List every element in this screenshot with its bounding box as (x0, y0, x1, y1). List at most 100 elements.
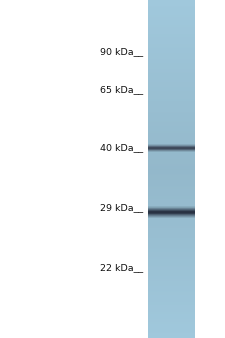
Bar (148, 118, 195, 119)
Bar (148, 38, 195, 40)
Bar (148, 128, 195, 129)
Bar (148, 259, 195, 260)
Bar (148, 170, 195, 171)
Bar (148, 90, 195, 91)
Bar (148, 65, 195, 67)
Bar (148, 256, 195, 257)
Bar (148, 129, 195, 131)
Bar (148, 31, 195, 33)
Bar (148, 91, 195, 92)
Bar (148, 53, 195, 54)
Bar (148, 194, 195, 195)
Bar (148, 10, 195, 11)
Bar (148, 81, 195, 82)
Bar (148, 254, 195, 255)
Bar (148, 305, 195, 307)
Bar (148, 287, 195, 288)
Bar (148, 179, 195, 180)
Bar (148, 161, 195, 162)
Bar (148, 82, 195, 83)
Bar (148, 238, 195, 239)
Bar (148, 7, 195, 8)
Bar (148, 252, 195, 254)
Bar (148, 29, 195, 30)
Bar (148, 221, 195, 222)
Bar (148, 127, 195, 128)
Bar (148, 281, 195, 282)
Bar (148, 237, 195, 238)
Bar (148, 104, 195, 105)
Bar (148, 265, 195, 266)
Bar (148, 68, 195, 69)
Bar (148, 148, 195, 149)
Bar (148, 195, 195, 196)
Bar (148, 193, 195, 194)
Bar (148, 251, 195, 252)
Bar (148, 171, 195, 172)
Bar (148, 329, 195, 330)
Bar (148, 240, 195, 241)
Bar (148, 77, 195, 78)
Bar (148, 144, 195, 145)
Bar (148, 321, 195, 322)
Bar (148, 271, 195, 273)
Bar (148, 312, 195, 313)
Bar (148, 4, 195, 6)
Bar (148, 9, 195, 10)
Bar (148, 122, 195, 123)
Bar (148, 241, 195, 242)
Bar (148, 263, 195, 264)
Bar (148, 260, 195, 261)
Bar (148, 34, 195, 35)
Bar (148, 214, 195, 215)
Bar (148, 308, 195, 309)
Bar (148, 337, 195, 338)
Bar (148, 19, 195, 20)
Bar (148, 217, 195, 219)
Bar (148, 142, 195, 143)
Bar (148, 243, 195, 244)
Bar (148, 151, 195, 152)
Bar (148, 183, 195, 184)
Bar (148, 330, 195, 331)
Bar (148, 160, 195, 161)
Bar (148, 152, 195, 153)
Bar (148, 300, 195, 301)
Bar (148, 247, 195, 248)
Bar (148, 225, 195, 226)
Bar (148, 199, 195, 200)
Bar (148, 264, 195, 265)
Bar (148, 186, 195, 187)
Bar (148, 178, 195, 179)
Bar (148, 189, 195, 190)
Bar (148, 46, 195, 47)
Bar (148, 145, 195, 146)
Bar (148, 197, 195, 198)
Bar (148, 223, 195, 224)
Bar (148, 50, 195, 51)
Bar (148, 24, 195, 25)
Bar (148, 282, 195, 283)
Bar (148, 131, 195, 132)
Bar (148, 202, 195, 203)
Bar (148, 167, 195, 168)
Bar (148, 270, 195, 271)
Bar (148, 274, 195, 275)
Bar (148, 138, 195, 139)
Bar (148, 257, 195, 258)
Bar (148, 124, 195, 125)
Bar (148, 0, 195, 1)
Bar (148, 267, 195, 268)
Bar (148, 13, 195, 14)
Text: 65 kDa__: 65 kDa__ (100, 86, 143, 95)
Bar (148, 11, 195, 13)
Bar (148, 280, 195, 281)
Bar (148, 286, 195, 287)
Text: 40 kDa__: 40 kDa__ (100, 144, 143, 152)
Bar (148, 320, 195, 321)
Bar (148, 48, 195, 50)
Bar (148, 2, 195, 3)
Bar (148, 108, 195, 109)
Bar (148, 303, 195, 304)
Bar (148, 1, 195, 2)
